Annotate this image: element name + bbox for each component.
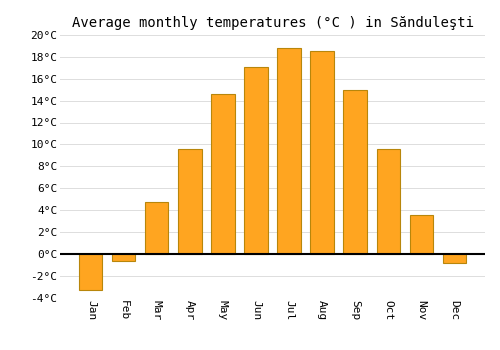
Bar (310, 51, 334, 254)
Bar (244, 67, 268, 254)
Bar (146, 202, 169, 254)
Bar (410, 216, 432, 254)
Bar (376, 149, 400, 254)
Bar (178, 149, 202, 254)
Bar (442, 254, 466, 262)
Bar (278, 48, 300, 254)
Bar (212, 94, 234, 254)
Title: Average monthly temperatures (°C ) in Sănduleşti: Average monthly temperatures (°C ) in Să… (72, 16, 473, 30)
Bar (112, 254, 136, 261)
Bar (80, 254, 102, 290)
Bar (344, 90, 366, 254)
